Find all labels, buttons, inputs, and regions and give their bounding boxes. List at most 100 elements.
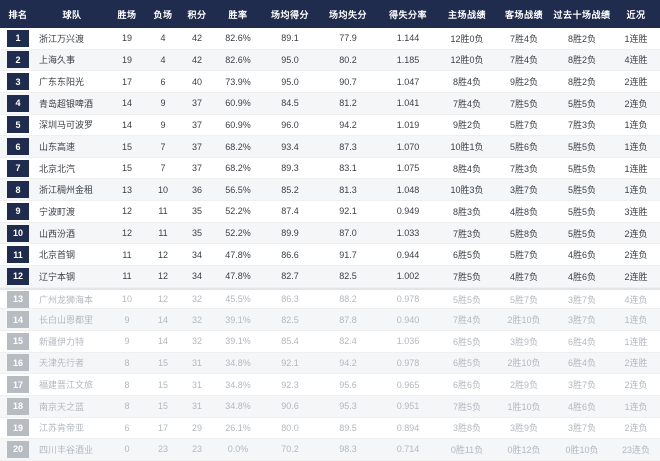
rank-badge: 12 xyxy=(7,267,29,285)
rank-cell: 15 xyxy=(0,331,36,352)
team-name[interactable]: 宁波町渡 xyxy=(39,206,76,217)
losses-cell: 23 xyxy=(157,444,168,455)
losses-cell: 15 xyxy=(157,357,168,368)
avg_scored-cell: 84.5 xyxy=(281,98,299,109)
win_rate-cell: 0.0% xyxy=(227,444,249,455)
column-header-last10: 过去十场战绩 xyxy=(553,9,611,20)
losses-cell: 9 xyxy=(160,98,166,109)
avg_allowed-cell: 81.3 xyxy=(339,184,357,195)
last10-cell: 4胜6负 xyxy=(567,401,596,412)
away-cell: 5胜8负 xyxy=(509,228,538,239)
wins-cell: 15 xyxy=(121,163,132,174)
table-header: 排名 球队 胜场 负场 积分 胜率 场均得分 场均失分 得失分率 主场战绩 客场战绩 过去十场战绩 近况 xyxy=(0,0,660,28)
win_rate-cell: 82.6% xyxy=(225,33,251,44)
team-name[interactable]: 四川丰谷酒业 xyxy=(39,444,94,455)
team-name[interactable]: 青岛超银啤酒 xyxy=(39,98,94,109)
table-row: 8 浙江稠州金租 13 10 36 56.5% 85.2 81.3 1.048 10胜3负 3胜7负… xyxy=(0,179,660,202)
team-name[interactable]: 浙江万兴渡 xyxy=(39,33,85,44)
losses-cell: 9 xyxy=(160,119,166,130)
team-name[interactable]: 山西汾酒 xyxy=(39,228,76,239)
avg_allowed-cell: 82.4 xyxy=(339,336,357,347)
points-cell: 23 xyxy=(191,444,202,455)
ratio-cell: 1.041 xyxy=(396,98,420,109)
home-cell: 7胜4负 xyxy=(452,315,481,326)
team-name[interactable]: 新疆伊力特 xyxy=(39,336,85,347)
avg_allowed-cell: 90.7 xyxy=(339,76,357,87)
team-name[interactable]: 深圳马可波罗 xyxy=(39,120,94,131)
rank-cell: 19 xyxy=(0,418,36,439)
avg_allowed-cell: 82.5 xyxy=(339,271,357,282)
team-name[interactable]: 上海久事 xyxy=(39,55,76,66)
points-cell: 32 xyxy=(191,314,202,325)
avg_allowed-cell: 80.2 xyxy=(339,54,357,65)
rank-cell: 14 xyxy=(0,309,36,330)
wins-cell: 12 xyxy=(121,206,132,217)
streak-cell: 1连胜 xyxy=(624,33,648,44)
table-row: 17 福建晋江文旅 8 15 31 34.8% 92.3 95.6 0.965 6胜6负 2胜9负 3… xyxy=(0,374,660,396)
avg_allowed-cell: 83.1 xyxy=(339,163,357,174)
points-cell: 42 xyxy=(191,54,202,65)
team-name[interactable]: 江苏肯帝亚 xyxy=(39,423,85,434)
team-name[interactable]: 天津先行者 xyxy=(39,358,85,369)
team-name[interactable]: 北京首钢 xyxy=(39,250,76,261)
team-name[interactable]: 浙江稠州金租 xyxy=(39,185,94,196)
points-cell: 40 xyxy=(191,76,202,87)
team-name[interactable]: 南京天之蓝 xyxy=(39,401,85,412)
streak-cell: 2连负 xyxy=(624,98,648,109)
win_rate-cell: 68.2% xyxy=(225,163,251,174)
win_rate-cell: 60.9% xyxy=(225,98,251,109)
avg_scored-cell: 92.1 xyxy=(281,357,299,368)
home-cell: 12胜0负 xyxy=(450,33,484,44)
last10-cell: 4胜6负 xyxy=(567,271,596,282)
away-cell: 3胜9负 xyxy=(509,336,538,347)
points-cell: 36 xyxy=(191,184,202,195)
points-cell: 31 xyxy=(191,379,202,390)
team-name[interactable]: 福建晋江文旅 xyxy=(39,380,94,391)
ratio-cell: 0.894 xyxy=(396,422,420,433)
team-name[interactable]: 北京北汽 xyxy=(39,163,76,174)
away-cell: 3胜7负 xyxy=(509,185,538,196)
avg_allowed-cell: 95.3 xyxy=(339,401,357,412)
points-cell: 29 xyxy=(191,422,202,433)
ratio-cell: 1.033 xyxy=(396,228,420,239)
team-name[interactable]: 辽宁本钢 xyxy=(39,271,76,282)
wins-cell: 6 xyxy=(124,422,130,433)
last10-cell: 3胜7负 xyxy=(567,380,596,391)
rank-cell: 5 xyxy=(0,115,36,136)
home-cell: 12胜0负 xyxy=(450,55,484,66)
wins-cell: 14 xyxy=(121,119,132,130)
team-name[interactable]: 广州龙狮海本 xyxy=(39,294,94,305)
streak-cell: 4连胜 xyxy=(624,55,648,66)
ratio-cell: 0.965 xyxy=(396,379,420,390)
points-cell: 32 xyxy=(191,294,202,304)
streak-cell: 1连负 xyxy=(624,142,648,153)
team-name[interactable]: 广东东阳光 xyxy=(39,77,85,88)
wins-cell: 13 xyxy=(121,184,132,195)
table-row: 15 新疆伊力特 9 14 32 39.1% 85.4 82.4 1.036 6胜5负 3胜9负 6胜… xyxy=(0,330,660,353)
streak-cell: 2连负 xyxy=(624,423,648,434)
home-cell: 10胜3负 xyxy=(450,185,484,196)
wins-cell: 14 xyxy=(121,98,132,109)
ratio-cell: 1.036 xyxy=(396,336,420,347)
streak-cell: 1连负 xyxy=(624,185,648,196)
table-row: 6 山东高速 15 7 37 68.2% 93.4 87.3 1.070 10胜1负 5胜6负 5胜5… xyxy=(0,136,660,158)
column-header-rank: 排名 xyxy=(8,9,28,20)
points-cell: 37 xyxy=(191,119,202,130)
team-name[interactable]: 山东高速 xyxy=(39,142,76,153)
column-header-points: 积分 xyxy=(187,9,207,20)
table-row: 13 广州龙狮海本 10 12 32 45.5% 86.3 88.2 0.978 5胜5负 5胜7负… xyxy=(0,287,660,310)
last10-cell: 5胜5负 xyxy=(567,228,596,239)
streak-cell: 1连负 xyxy=(624,315,648,326)
away-cell: 7胜4负 xyxy=(509,55,538,66)
away-cell: 7胜4负 xyxy=(509,33,538,44)
table-row: 12 辽宁本钢 11 12 34 47.8% 82.7 82.5 1.002 7胜5负 4胜7负 4胜… xyxy=(0,266,660,288)
last10-cell: 0胜10负 xyxy=(565,444,599,455)
ratio-cell: 1.002 xyxy=(396,271,420,282)
away-cell: 5胜7负 xyxy=(509,294,538,305)
team-name[interactable]: 长白山恩都里 xyxy=(39,315,94,326)
streak-cell: 2连负 xyxy=(624,228,648,239)
last10-cell: 8胜2负 xyxy=(567,33,596,44)
streak-cell: 1连负 xyxy=(624,401,648,412)
points-cell: 34 xyxy=(191,271,202,282)
